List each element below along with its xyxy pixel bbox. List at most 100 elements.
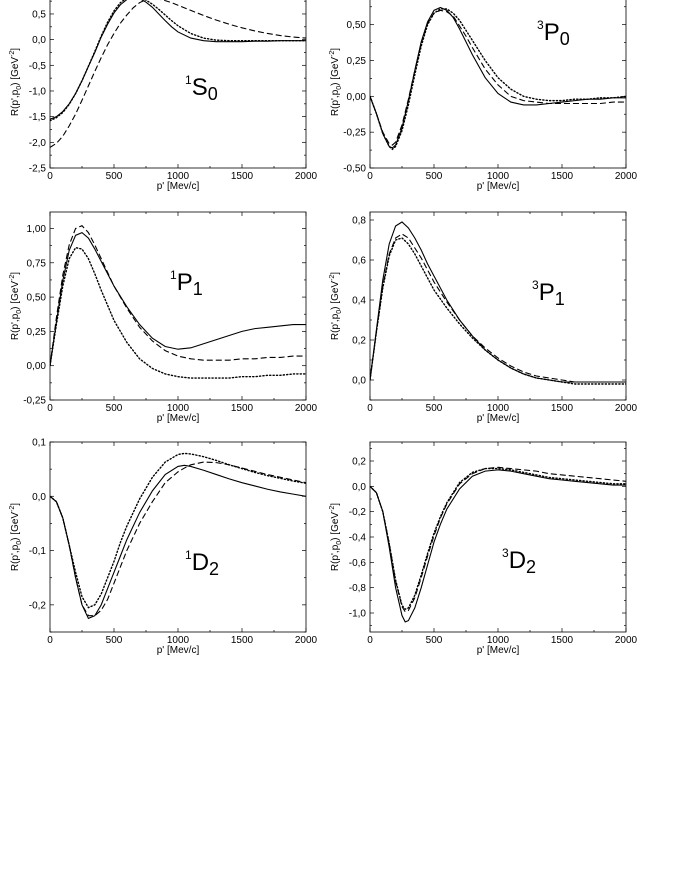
partial-wave-label: 1S0: [185, 73, 218, 104]
x-axis-label: p' [Mev/c]: [477, 181, 520, 192]
y-tick-label: -0,50: [343, 164, 366, 175]
x-tick-label: 500: [106, 403, 123, 414]
x-tick-label: 2000: [295, 635, 318, 646]
x-tick-label: 500: [426, 171, 443, 182]
y-axis-label: R(p',p0) [GeV-2]: [9, 503, 23, 571]
chart-panel-6: 0 500 1000 1500 2000 -1,0 -0,8 -0,6 -0,4 -0,2 0,0 0…: [329, 441, 638, 656]
series-line-solid: [370, 6, 626, 149]
series-line-dotted: [370, 237, 626, 385]
plot-frame: [49, 211, 307, 401]
y-tick-label: -0,25: [23, 396, 46, 407]
x-tick-label: 500: [106, 635, 123, 646]
y-tick-label: -1,0: [29, 86, 47, 97]
x-axis-label: p' [Mev/c]: [477, 413, 520, 424]
x-tick-label: 1500: [551, 403, 574, 414]
chart-panel-3: 0 500 1000 1500 2000 -0,25 0,00 0,25 0,50 0,75 1,0…: [9, 211, 318, 424]
x-axis-label: p' [Mev/c]: [157, 181, 200, 192]
x-tick-label: 0: [367, 635, 373, 646]
series-line-dotted: [370, 8, 626, 151]
series-line-dashed: [370, 466, 626, 613]
y-tick-label: -0,2: [349, 507, 367, 518]
y-tick-label: 0,50: [27, 293, 47, 304]
x-tick-label: 2000: [615, 171, 638, 182]
x-tick-label: 2000: [615, 635, 638, 646]
y-tick-label: -0,8: [349, 583, 367, 594]
x-axis-label: p' [Mev/c]: [477, 645, 520, 656]
y-tick-label: 0,6: [352, 256, 366, 267]
y-tick-label: 0,00: [347, 92, 367, 103]
series-line-solid: [370, 469, 626, 623]
x-tick-label: 1000: [487, 635, 510, 646]
x-tick-label: 500: [426, 635, 443, 646]
series-line-solid: [50, 231, 306, 366]
x-axis-label: p' [Mev/c]: [157, 645, 200, 656]
x-tick-label: 2000: [295, 403, 318, 414]
x-tick-label: 0: [47, 403, 53, 414]
x-tick-label: 1000: [487, 171, 510, 182]
partial-wave-label: 1P1: [170, 268, 203, 299]
y-tick-label: 0,2: [352, 457, 366, 468]
chart-panel-4: 0 500 1000 1500 2000 0,0 0,2 0,4 0,6 0,8 p' [Mev/c…: [329, 211, 638, 424]
y-tick-label: -0,2: [29, 600, 47, 611]
y-tick-label: 0,4: [352, 296, 366, 307]
y-tick-label: 0,0: [352, 482, 366, 493]
series-line-solid: [50, 0, 306, 120]
y-tick-label: 0,0: [32, 492, 46, 503]
y-tick-label: -0,4: [349, 533, 367, 544]
x-tick-label: 1500: [551, 635, 574, 646]
x-tick-label: 2000: [295, 171, 318, 182]
chart-panel-2: 0 500 1000 1500 2000 -0,50 -0,25 0,00 0,25 0,50 p'…: [329, 0, 638, 192]
y-tick-label: 0,8: [352, 216, 366, 227]
series-line-dashed: [370, 9, 626, 146]
y-tick-label: 0,50: [347, 20, 367, 31]
partial-wave-label: 3P0: [537, 18, 570, 49]
y-tick-label: -1,0: [349, 609, 367, 620]
series-line-dotted: [370, 467, 626, 611]
chart-panel-1: 0 500 1000 1500 2000 -2,5 -2,0 -1,5 -1,0 -0,5 0,0 0…: [9, 0, 318, 192]
y-tick-label: 0,5: [32, 9, 46, 20]
y-tick-label: -1,5: [29, 112, 47, 123]
x-tick-label: 1500: [551, 171, 574, 182]
y-tick-label: 0,1: [32, 438, 46, 449]
y-tick-label: 0,0: [32, 35, 46, 46]
series-line-dashed: [50, 225, 306, 366]
x-tick-label: 2000: [615, 403, 638, 414]
y-axis-label: R(p',p0) [GeV-2]: [329, 48, 343, 116]
y-tick-label: 0,25: [347, 56, 367, 67]
x-tick-label: 1000: [167, 403, 190, 414]
series-line-solid: [50, 464, 306, 620]
x-tick-label: 1000: [487, 403, 510, 414]
series-line-dotted: [50, 246, 306, 379]
series-line-dotted: [50, 0, 306, 122]
x-tick-label: 500: [426, 403, 443, 414]
y-tick-label: 0,0: [352, 376, 366, 387]
x-tick-label: 500: [106, 171, 123, 182]
x-tick-label: 1000: [167, 635, 190, 646]
series-line-dashed: [370, 233, 626, 383]
x-tick-label: 1500: [231, 171, 254, 182]
y-tick-label: -0,5: [29, 61, 47, 72]
x-tick-label: 0: [367, 403, 373, 414]
plot-frame: [49, 441, 307, 633]
y-tick-label: -0,1: [29, 546, 47, 557]
y-tick-label: 0,25: [27, 327, 47, 338]
partial-wave-label: 1D2: [185, 548, 219, 579]
x-tick-label: 1000: [167, 171, 190, 182]
x-tick-label: 0: [367, 171, 373, 182]
y-tick-label: 0,00: [27, 361, 47, 372]
y-axis-label: R(p',p0) [GeV-2]: [329, 503, 343, 571]
plot-frame: [369, 211, 627, 401]
y-axis-label: R(p',p0) [GeV-2]: [9, 272, 23, 340]
chart-panel-5: 0 500 1000 1500 2000 -0,2 -0,1 0,0 0,1 p' [Mev/c]…: [9, 438, 318, 657]
plot-frame: [369, 441, 627, 633]
y-axis-label: R(p',p0) [GeV-2]: [9, 48, 23, 116]
y-tick-label: -2,0: [29, 138, 47, 149]
y-tick-label: -2,5: [29, 164, 47, 175]
x-tick-label: 1500: [231, 403, 254, 414]
series-line-dashed: [50, 461, 306, 617]
y-tick-label: -0,25: [343, 128, 366, 139]
x-axis-label: p' [Mev/c]: [157, 413, 200, 424]
y-tick-label: 1,00: [27, 224, 47, 235]
x-tick-label: 0: [47, 171, 53, 182]
partial-wave-label: 3P1: [532, 278, 565, 309]
